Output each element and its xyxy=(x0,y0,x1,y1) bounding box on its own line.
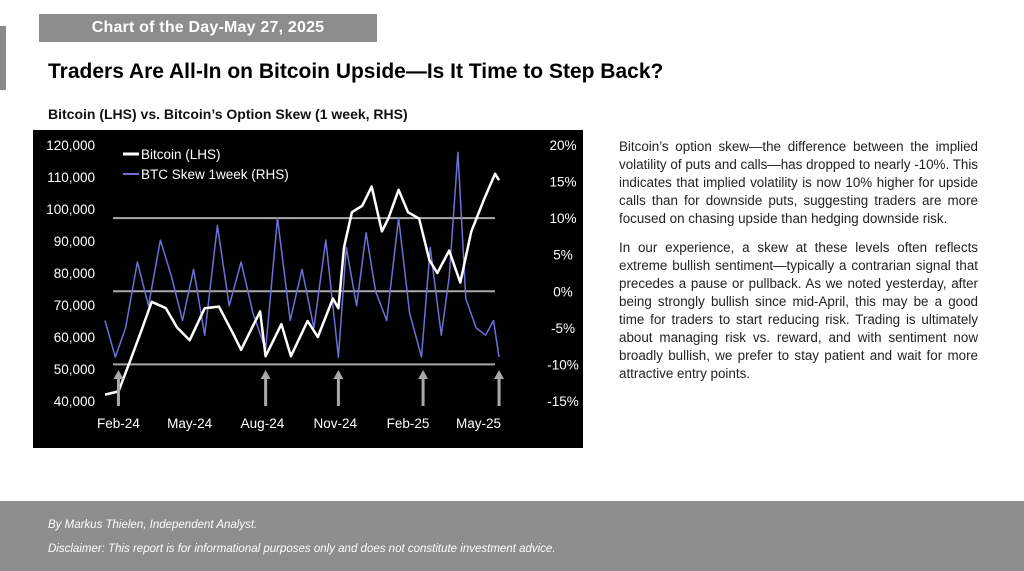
left-axis-tick-label: 120,000 xyxy=(46,138,95,153)
chart-of-the-day-banner: Chart of the Day-May 27, 2025 xyxy=(39,14,377,42)
right-axis-tick-label: 10% xyxy=(549,211,576,226)
commentary: Bitcoin’s option skew—the difference bet… xyxy=(619,138,978,394)
x-axis-tick-label: May-24 xyxy=(167,416,213,431)
commentary-paragraph-2: In our experience, a skew at these level… xyxy=(619,240,978,381)
signal-arrow-head xyxy=(418,370,429,379)
series-line-btc-skew xyxy=(104,151,500,358)
signal-arrow-head xyxy=(113,370,124,379)
x-axis-tick-label: Feb-25 xyxy=(387,416,430,431)
signal-arrow-head xyxy=(494,370,505,379)
footer-disclaimer: Disclaimer: This report is for informati… xyxy=(48,543,556,555)
x-axis-tick-label: Aug-24 xyxy=(241,416,285,431)
footer: By Markus Thielen, Independent Analyst. … xyxy=(0,501,1024,571)
right-axis-tick-label: 15% xyxy=(549,175,576,190)
left-axis-tick-label: 110,000 xyxy=(47,170,95,185)
headline: Traders Are All-In on Bitcoin Upside—Is … xyxy=(48,60,664,83)
legend-label-bitcoin: Bitcoin (LHS) xyxy=(141,147,221,162)
series-line-bitcoin xyxy=(104,172,501,396)
signal-arrow-head xyxy=(260,370,271,379)
bitcoin-skew-chart: 40,000 50,000 60,000 70,000 80,000 90,000 100,… xyxy=(46,138,579,431)
x-axis-tick-label: Feb-24 xyxy=(97,416,140,431)
left-axis-tick-label: 60,000 xyxy=(54,330,95,345)
left-axis-tick-label: 40,000 xyxy=(54,394,95,409)
left-axis-tick-label: 70,000 xyxy=(54,298,95,313)
signal-arrow-head xyxy=(333,370,344,379)
right-axis-tick-label: 0% xyxy=(553,284,573,299)
left-axis-tick-label: 100,000 xyxy=(46,202,95,217)
commentary-paragraph-1: Bitcoin’s option skew—the difference bet… xyxy=(619,139,978,226)
chart-panel: 40,000 50,000 60,000 70,000 80,000 90,000 100,… xyxy=(33,130,583,448)
left-axis-tick-label: 90,000 xyxy=(54,234,95,249)
right-axis-tick-label: -10% xyxy=(547,357,579,372)
x-axis-tick-label: Nov-24 xyxy=(313,416,357,431)
right-axis-tick-label: -5% xyxy=(551,321,575,336)
right-axis-tick-label: -15% xyxy=(547,394,579,409)
footer-author: By Markus Thielen, Independent Analyst. xyxy=(48,519,258,531)
legend-label-skew: BTC Skew 1week (RHS) xyxy=(141,167,289,182)
chart-caption: Bitcoin (LHS) vs. Bitcoin’s Option Skew … xyxy=(48,106,408,122)
right-axis-tick-label: 5% xyxy=(553,248,573,263)
left-axis-tick-label: 80,000 xyxy=(54,266,95,281)
left-axis-tick-label: 50,000 xyxy=(54,362,95,377)
left-accent-bar xyxy=(0,26,6,90)
x-axis-tick-label: May-25 xyxy=(456,416,501,431)
right-axis-tick-label: 20% xyxy=(549,138,576,153)
